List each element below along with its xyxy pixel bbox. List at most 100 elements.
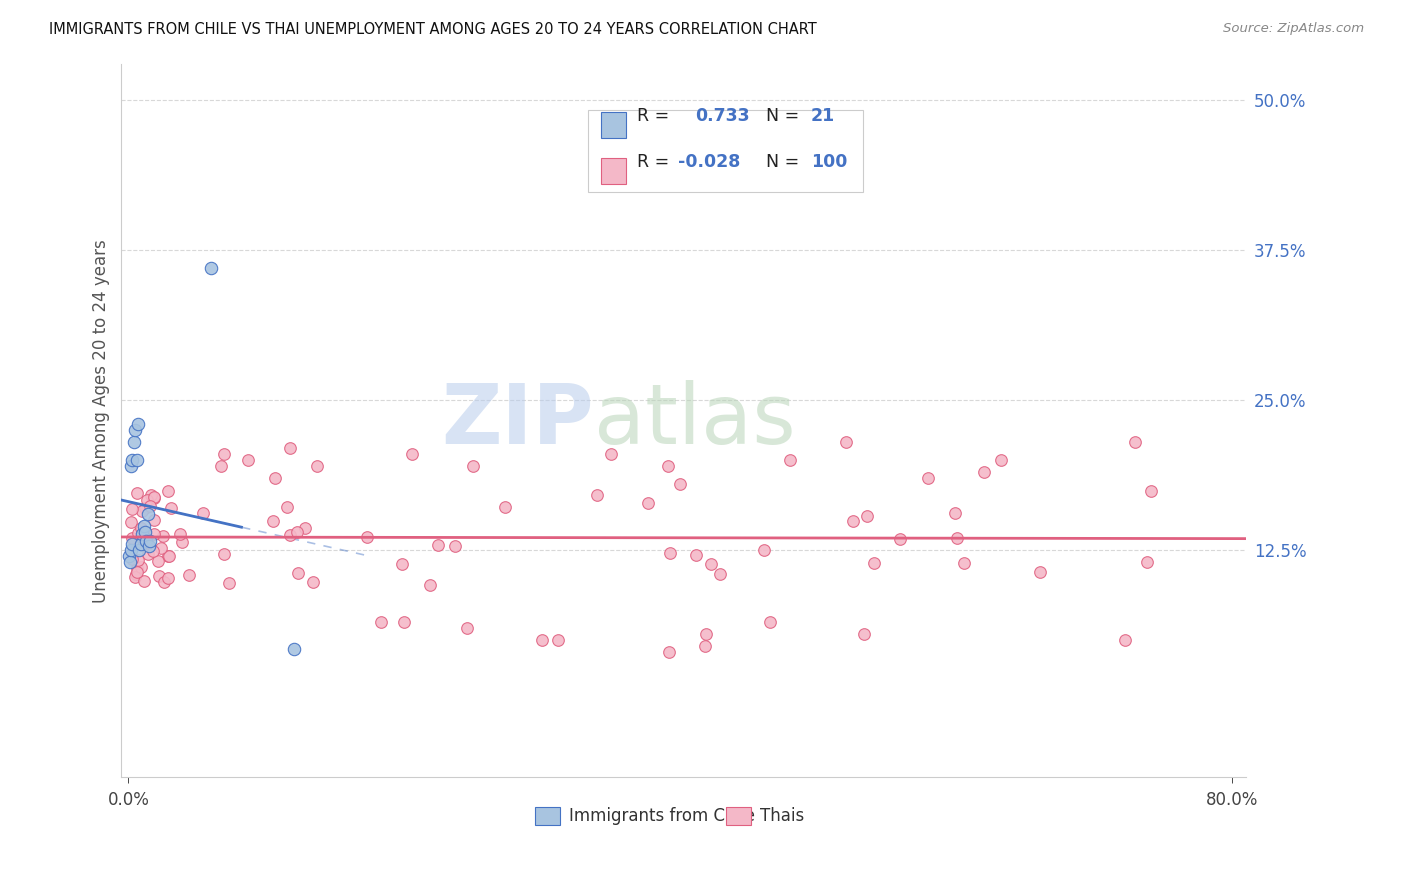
- Point: [1140, 483, 1163, 498]
- Point: [157, 483, 180, 498]
- Point: [118, 549, 141, 563]
- Point: [142, 544, 165, 558]
- Point: [1029, 565, 1052, 579]
- Point: [120, 515, 142, 529]
- Point: [212, 447, 235, 461]
- Text: atlas: atlas: [593, 380, 796, 461]
- Point: [276, 500, 298, 514]
- Point: [287, 566, 309, 581]
- Point: [444, 539, 467, 553]
- Point: [134, 574, 156, 589]
- Point: [669, 476, 692, 491]
- Bar: [727, 807, 751, 825]
- Point: [200, 260, 222, 275]
- Point: [262, 514, 284, 528]
- Point: [401, 447, 423, 461]
- Text: -0.028: -0.028: [678, 153, 741, 171]
- Point: [120, 458, 142, 473]
- Point: [125, 485, 148, 500]
- Point: [121, 501, 143, 516]
- Point: [131, 527, 153, 541]
- Point: [754, 543, 776, 558]
- Point: [157, 549, 180, 563]
- Point: [356, 530, 378, 544]
- Point: [120, 542, 142, 557]
- Point: [121, 536, 143, 550]
- Text: 21: 21: [811, 107, 835, 125]
- Point: [156, 549, 179, 564]
- Text: 0.733: 0.733: [695, 107, 749, 125]
- Text: IMMIGRANTS FROM CHILE VS THAI UNEMPLOYMENT AMONG AGES 20 TO 24 YEARS CORRELATION: IMMIGRANTS FROM CHILE VS THAI UNEMPLOYME…: [49, 22, 817, 37]
- Bar: [602, 112, 626, 137]
- Point: [152, 529, 174, 543]
- Bar: [602, 158, 626, 184]
- Point: [118, 555, 141, 569]
- Point: [1123, 434, 1146, 449]
- Point: [209, 458, 232, 473]
- Point: [294, 521, 316, 535]
- Point: [136, 507, 159, 521]
- Point: [129, 536, 152, 550]
- Point: [779, 452, 801, 467]
- Point: [134, 524, 156, 539]
- Point: [264, 471, 287, 485]
- Point: [685, 548, 707, 562]
- Point: [142, 513, 165, 527]
- Point: [862, 556, 884, 570]
- Point: [159, 501, 181, 516]
- Point: [1136, 555, 1159, 569]
- Point: [143, 490, 166, 504]
- Point: [127, 552, 149, 566]
- Point: [124, 570, 146, 584]
- Point: [156, 571, 179, 585]
- Point: [370, 615, 392, 629]
- Text: Source: ZipAtlas.com: Source: ZipAtlas.com: [1223, 22, 1364, 36]
- Point: [125, 536, 148, 550]
- Bar: [536, 807, 560, 825]
- Point: [236, 452, 259, 467]
- Point: [122, 434, 145, 449]
- Point: [700, 557, 723, 571]
- Point: [124, 423, 146, 437]
- Point: [142, 491, 165, 506]
- Point: [658, 546, 681, 560]
- Text: 100: 100: [811, 153, 846, 171]
- Point: [127, 417, 149, 431]
- Point: [148, 569, 170, 583]
- Point: [125, 452, 148, 467]
- FancyBboxPatch shape: [588, 111, 863, 193]
- Point: [946, 531, 969, 545]
- Point: [1114, 632, 1136, 647]
- Point: [280, 528, 302, 542]
- Point: [856, 508, 879, 523]
- Point: [128, 542, 150, 557]
- Point: [973, 465, 995, 479]
- Point: [131, 559, 153, 574]
- Point: [177, 567, 200, 582]
- Point: [637, 496, 659, 510]
- Point: [456, 621, 478, 635]
- Point: [136, 492, 159, 507]
- Point: [139, 488, 162, 502]
- Point: [695, 626, 717, 640]
- Point: [990, 452, 1012, 467]
- Point: [146, 554, 169, 568]
- Point: [463, 458, 485, 473]
- Point: [834, 434, 856, 449]
- Point: [842, 514, 865, 528]
- Point: [121, 531, 143, 545]
- Text: N =: N =: [766, 153, 799, 171]
- Text: Immigrants from Chile: Immigrants from Chile: [569, 807, 755, 825]
- Point: [127, 526, 149, 541]
- Point: [657, 458, 679, 473]
- Y-axis label: Unemployment Among Ages 20 to 24 years: Unemployment Among Ages 20 to 24 years: [93, 239, 110, 603]
- Text: R =: R =: [637, 107, 669, 125]
- Point: [547, 632, 569, 647]
- Point: [305, 458, 328, 473]
- Point: [283, 642, 305, 657]
- Point: [136, 547, 159, 561]
- Point: [943, 506, 966, 520]
- Point: [131, 504, 153, 518]
- Point: [889, 532, 911, 546]
- Point: [121, 551, 143, 566]
